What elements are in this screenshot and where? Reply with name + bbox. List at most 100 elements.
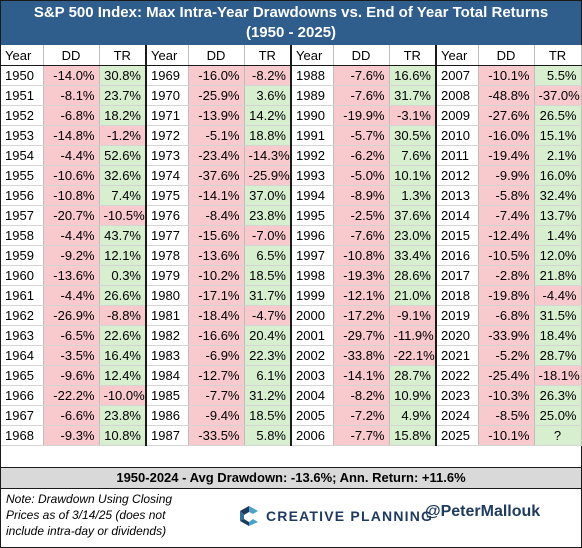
- drawdown-cell: -8.2%: [333, 385, 390, 406]
- table-row: 1961 -4.4% 26.6% 1980 -17.1% 31.7% 1999 -12.1% 2…: [1, 285, 582, 306]
- total-return-cell: 22.6%: [99, 325, 147, 346]
- drawdown-cell: -37.6%: [188, 165, 245, 186]
- drawdown-cell: -7.7%: [188, 385, 245, 406]
- drawdown-cell: -13.9%: [188, 105, 245, 126]
- table-row: 1957 -20.7% -10.5% 1976 -8.4% 23.8% 1995 -2.5% 3…: [1, 205, 582, 226]
- year-cell: 1968: [1, 425, 44, 446]
- year-cell: 1997: [291, 245, 334, 266]
- footnote: Note: Drawdown Using Closing Prices as o…: [6, 492, 173, 538]
- drawdown-cell: -10.6%: [43, 165, 100, 186]
- table-row: 1951 -8.1% 23.7% 1970 -25.9% 3.6% 1989 -7.6% 31.…: [1, 85, 582, 106]
- total-return-cell: 52.6%: [99, 145, 147, 166]
- table-row: 1966 -22.2% -10.0% 1985 -7.7% 31.2% 2004 -8.2% 1…: [1, 385, 582, 406]
- drawdown-cell: -6.5%: [43, 325, 100, 346]
- total-return-cell: 10.1%: [389, 165, 437, 186]
- total-return-cell: 23.8%: [244, 205, 292, 226]
- table-row: 1964 -3.5% 16.4% 1983 -6.9% 22.3% 2002 -33.8% -2…: [1, 345, 582, 366]
- drawdown-cell: -7.2%: [333, 405, 390, 426]
- drawdown-cell: -10.5%: [478, 245, 535, 266]
- year-cell: 2015: [436, 225, 479, 246]
- table-row: 1955 -10.6% 32.6% 1974 -37.6% -25.9% 1993 -5.0%…: [1, 165, 582, 186]
- total-return-cell: 21.0%: [389, 285, 437, 306]
- year-cell: 1969: [146, 65, 189, 86]
- table-row: 1965 -9.6% 12.4% 1984 -12.7% 6.1% 2003 -14.1% 28…: [1, 365, 582, 386]
- total-return-cell: 32.4%: [534, 185, 582, 206]
- total-return-cell: 31.5%: [534, 305, 582, 326]
- total-return-cell: 0.3%: [99, 265, 147, 286]
- drawdown-cell: -14.8%: [43, 125, 100, 146]
- drawdown-cell: -7.4%: [478, 205, 535, 226]
- total-return-cell: -18.1%: [534, 365, 582, 386]
- table-row: 1960 -13.6% 0.3% 1979 -10.2% 18.5% 1998 -19.3% 2…: [1, 265, 582, 286]
- total-return-cell: 5.8%: [244, 425, 292, 446]
- total-return-cell: -1.2%: [99, 125, 147, 146]
- creative-planning-logo-icon: [240, 506, 258, 526]
- year-cell: 1960: [1, 265, 44, 286]
- drawdown-cell: -8.9%: [333, 185, 390, 206]
- drawdown-cell: -6.8%: [478, 305, 535, 326]
- drawdown-cell: -5.2%: [478, 345, 535, 366]
- year-header: Year: [291, 45, 334, 66]
- year-cell: 1950: [1, 65, 44, 86]
- total-return-cell: 18.2%: [99, 105, 147, 126]
- year-cell: 1952: [1, 105, 44, 126]
- year-cell: 2011: [436, 145, 479, 166]
- total-return-cell: 3.6%: [244, 85, 292, 106]
- drawdown-cell: -12.1%: [333, 285, 390, 306]
- tr-header: TR: [389, 45, 437, 66]
- year-cell: 1996: [291, 225, 334, 246]
- tr-header: TR: [534, 45, 582, 66]
- total-return-cell: 23.7%: [99, 85, 147, 106]
- drawdown-cell: -6.2%: [333, 145, 390, 166]
- year-cell: 1984: [146, 365, 189, 386]
- drawdown-cell: -16.6%: [188, 325, 245, 346]
- drawdown-cell: -15.6%: [188, 225, 245, 246]
- year-cell: 1998: [291, 265, 334, 286]
- table-row: 1959 -9.2% 12.1% 1978 -13.6% 6.5% 1997 -10.8% 33…: [1, 245, 582, 266]
- year-cell: 1979: [146, 265, 189, 286]
- total-return-cell: -14.3%: [244, 145, 292, 166]
- total-return-cell: 28.7%: [389, 365, 437, 386]
- total-return-cell: 7.6%: [389, 145, 437, 166]
- year-cell: 1962: [1, 305, 44, 326]
- drawdown-cell: -7.7%: [333, 425, 390, 446]
- total-return-cell: 5.5%: [534, 65, 582, 86]
- year-cell: 1993: [291, 165, 334, 186]
- year-cell: 2013: [436, 185, 479, 206]
- total-return-cell: -8.2%: [244, 65, 292, 86]
- drawdown-cell: -4.4%: [43, 225, 100, 246]
- year-cell: 1985: [146, 385, 189, 406]
- brand-name: CREATIVE PLANNING: [266, 508, 434, 524]
- total-return-cell: 18.5%: [244, 265, 292, 286]
- table-row: 1953 -14.8% -1.2% 1972 -5.1% 18.8% 1991 -5.7% 30…: [1, 125, 582, 146]
- total-return-cell: -11.9%: [389, 325, 437, 346]
- total-return-cell: 6.1%: [244, 365, 292, 386]
- drawdown-cell: -8.1%: [43, 85, 100, 106]
- total-return-cell: 16.0%: [534, 165, 582, 186]
- table-row: 1950 -14.0% 30.8% 1969 -16.0% -8.2% 1988 -7.6% 1…: [1, 65, 582, 86]
- drawdown-cell: -9.9%: [478, 165, 535, 186]
- year-cell: 2001: [291, 325, 334, 346]
- drawdown-cell: -8.5%: [478, 405, 535, 426]
- dd-header: DD: [188, 45, 245, 66]
- total-return-cell: 10.8%: [99, 425, 147, 446]
- total-return-cell: -37.0%: [534, 85, 582, 106]
- total-return-cell: -10.5%: [99, 205, 147, 226]
- year-cell: 1973: [146, 145, 189, 166]
- year-cell: 1965: [1, 365, 44, 386]
- total-return-cell: 6.5%: [244, 245, 292, 266]
- table-row: 1968 -9.3% 10.8% 1987 -33.5% 5.8% 2006 -7.7% 15.…: [1, 425, 582, 446]
- total-return-cell: 43.7%: [99, 225, 147, 246]
- year-cell: 1995: [291, 205, 334, 226]
- total-return-cell: 23.0%: [389, 225, 437, 246]
- drawdown-cell: -9.2%: [43, 245, 100, 266]
- dd-header: DD: [43, 45, 100, 66]
- year-cell: 1990: [291, 105, 334, 126]
- total-return-cell: 23.8%: [99, 405, 147, 426]
- total-return-cell: 4.9%: [389, 405, 437, 426]
- total-return-cell: 25.0%: [534, 405, 582, 426]
- year-cell: 2003: [291, 365, 334, 386]
- year-cell: 2010: [436, 125, 479, 146]
- total-return-cell: 18.4%: [534, 325, 582, 346]
